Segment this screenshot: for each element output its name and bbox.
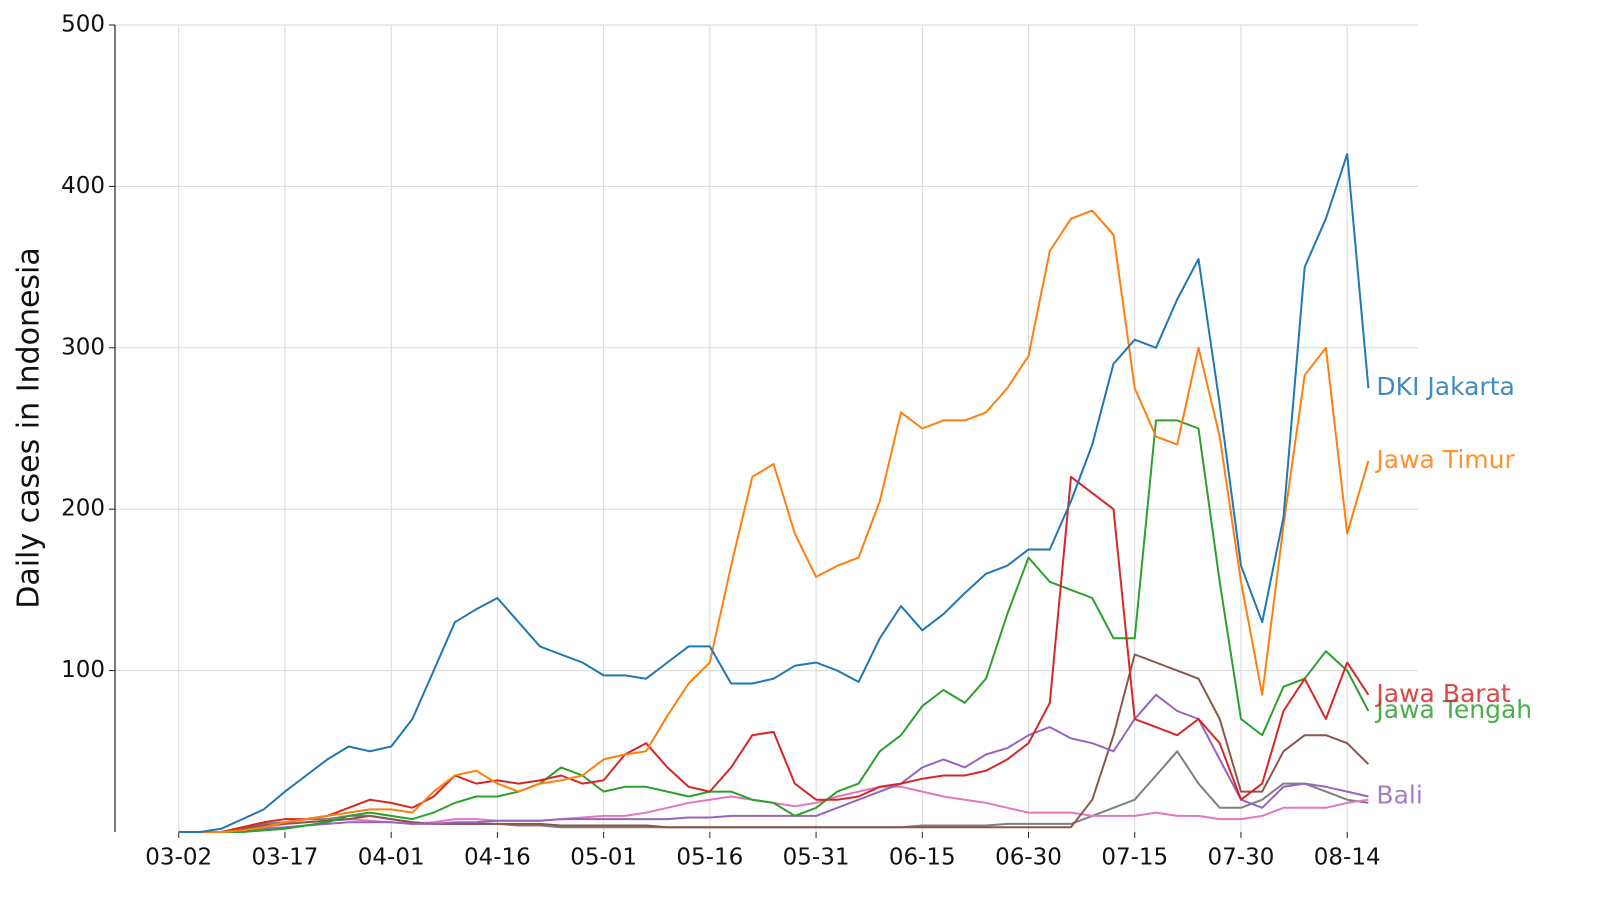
x-tick-label: 04-16 (464, 845, 531, 871)
y-tick-label: 500 (61, 12, 105, 38)
x-tick-label: 05-16 (676, 845, 743, 871)
series-label: Jawa Tengah (1374, 695, 1532, 724)
y-tick-label: 100 (61, 657, 105, 683)
series-label: Jawa Barat (1374, 679, 1510, 708)
series-line (178, 475, 1370, 833)
y-axis-label: Daily cases in Indonesia (12, 247, 47, 609)
series-line (178, 785, 1369, 833)
series-line (178, 419, 1370, 833)
x-tick-label: 03-02 (145, 845, 212, 871)
y-tick-label: 200 (61, 496, 105, 522)
series-label: Jawa Timur (1374, 445, 1515, 474)
series-label: Bali (1376, 780, 1422, 809)
y-tick-label: 300 (61, 334, 105, 360)
x-tick-label: 06-15 (889, 845, 956, 871)
x-tick-label: 07-30 (1208, 845, 1275, 871)
series-line (178, 693, 1369, 833)
y-tick-label: 400 (61, 173, 105, 199)
series-line (178, 653, 1370, 833)
series-line (178, 153, 1370, 833)
x-tick-label: 06-30 (995, 845, 1062, 871)
x-tick-label: 08-14 (1314, 845, 1381, 871)
x-tick-label: 07-15 (1101, 845, 1168, 871)
x-tick-label: 04-01 (358, 845, 425, 871)
series-line (178, 209, 1370, 833)
x-tick-label: 05-31 (783, 845, 850, 871)
x-tick-label: 05-01 (570, 845, 637, 871)
series-label: DKI Jakarta (1376, 372, 1514, 401)
x-tick-label: 03-17 (252, 845, 319, 871)
